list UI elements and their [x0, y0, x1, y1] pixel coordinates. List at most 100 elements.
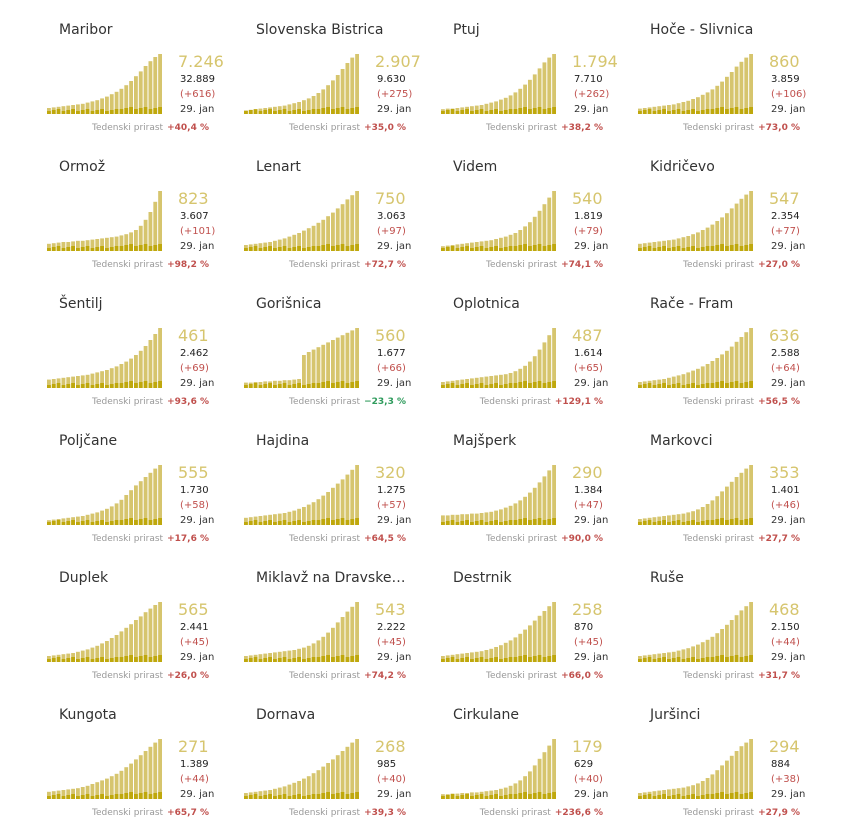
bar-new	[513, 246, 518, 251]
bar-total	[744, 57, 749, 114]
bar-total	[705, 504, 710, 525]
daily-increase: (+65)	[574, 363, 603, 374]
bar-new	[700, 110, 705, 114]
bar-new	[51, 247, 56, 251]
bar-new	[662, 794, 666, 799]
bar-new	[696, 659, 700, 662]
total-cases: 2.462	[180, 348, 209, 359]
bar-chart	[638, 465, 753, 525]
bar-new	[676, 794, 681, 799]
weekly-growth: Tedenski prirast +39,3 %	[289, 808, 406, 818]
bar-new	[100, 657, 104, 662]
bar-new	[335, 793, 340, 799]
bar-new	[537, 244, 542, 251]
weekly-growth-label: Tedenski prirast	[289, 534, 361, 544]
bar-new	[263, 110, 268, 114]
date-label: 29. jan	[771, 378, 806, 389]
bar-new	[667, 522, 671, 525]
bar-new	[681, 659, 686, 662]
bar-new	[326, 381, 330, 388]
bar-total	[66, 242, 71, 251]
bar-new	[696, 248, 700, 251]
bar-total	[109, 506, 114, 525]
bar-new	[66, 658, 71, 662]
bar-total	[350, 742, 355, 799]
bar-total	[470, 792, 474, 799]
bar-new	[244, 659, 248, 662]
bar-total	[484, 791, 489, 799]
bar-new	[647, 246, 652, 251]
bar-total	[749, 739, 753, 799]
bar-new	[494, 520, 498, 525]
bar-total	[109, 94, 114, 114]
weekly-growth-label: Tedenski prirast	[92, 534, 164, 544]
bar-total	[734, 477, 739, 525]
bar-new	[465, 383, 469, 388]
bar-new	[657, 110, 662, 114]
bar-new	[532, 245, 537, 251]
bar-new	[76, 111, 80, 114]
bar-new	[302, 248, 306, 251]
bar-total	[61, 106, 66, 114]
bar-new	[489, 384, 494, 388]
bar-total	[676, 375, 681, 388]
municipality-card: Lenart 750 3.063 (+97) 29. jan Tedenski prira…	[242, 149, 412, 270]
bar-total	[321, 636, 326, 662]
bar-new	[547, 519, 552, 525]
municipality-card: Kungota 271 1.389 (+44) 29. jan Tedenski prir…	[45, 697, 215, 818]
bar-new	[143, 518, 148, 525]
municipality-name: Duplek	[59, 570, 109, 586]
bar-new	[499, 796, 503, 799]
bar-total	[80, 650, 85, 662]
weekly-growth: Tedenski prirast +35,0 %	[289, 123, 406, 133]
bar-total	[499, 645, 503, 662]
bar-total	[537, 349, 542, 388]
active-cases: 860	[769, 52, 800, 71]
weekly-growth-label: Tedenski prirast	[683, 397, 755, 407]
bar-total	[134, 76, 138, 114]
bar-new	[671, 658, 676, 662]
bar-new	[671, 110, 676, 114]
bar-new	[105, 111, 109, 114]
bar-total	[105, 237, 109, 251]
bar-total	[518, 500, 523, 525]
bar-new	[297, 520, 301, 525]
bar-new	[253, 246, 258, 251]
weekly-growth-value: +90,0 %	[561, 534, 603, 544]
bar-new	[85, 794, 90, 799]
bar-new	[95, 521, 100, 525]
bar-new	[76, 385, 80, 388]
bar-total	[744, 194, 749, 251]
bar-total	[100, 98, 104, 114]
bar-new	[258, 659, 263, 662]
bar-total	[523, 226, 527, 251]
bar-total	[494, 375, 498, 388]
bar-new	[470, 248, 474, 251]
bar-new	[744, 793, 749, 799]
bar-new	[494, 109, 498, 114]
bar-new	[306, 521, 311, 525]
bar-total	[667, 377, 671, 388]
municipality-card: Dornava 268 985 (+40) 29. jan Tedenski priras…	[242, 697, 412, 818]
active-cases: 555	[178, 463, 209, 482]
bar-total	[503, 787, 508, 799]
bar-new	[258, 248, 263, 251]
bar-new	[292, 795, 297, 799]
bar-chart	[441, 328, 556, 388]
bar-new	[277, 795, 282, 799]
bar-total	[335, 337, 340, 388]
bar-new	[523, 381, 527, 388]
bar-new	[302, 522, 306, 525]
total-cases: 2.354	[771, 211, 800, 222]
date-label: 29. jan	[180, 789, 215, 800]
bar-new	[287, 796, 292, 799]
bar-total	[47, 379, 51, 388]
bar-new	[134, 109, 138, 114]
bar-new	[465, 657, 469, 662]
bar-new	[739, 383, 744, 388]
bar-new	[715, 793, 720, 799]
bar-total	[335, 208, 340, 251]
bar-total	[345, 199, 350, 251]
bar-new	[153, 656, 158, 662]
bar-total	[681, 787, 686, 799]
